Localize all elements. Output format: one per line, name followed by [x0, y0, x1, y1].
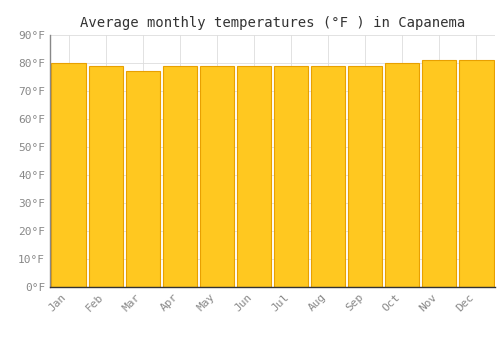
Title: Average monthly temperatures (°F ) in Capanema: Average monthly temperatures (°F ) in Ca… [80, 16, 465, 30]
Bar [422, 60, 456, 287]
Bar [162, 66, 197, 287]
Bar [126, 71, 160, 287]
Bar [385, 63, 420, 287]
Bar [274, 66, 308, 287]
Bar [311, 66, 345, 287]
Bar [348, 66, 382, 287]
Bar [52, 63, 86, 287]
Bar [460, 60, 494, 287]
Bar [200, 66, 234, 287]
Bar [88, 66, 122, 287]
Bar [237, 66, 271, 287]
